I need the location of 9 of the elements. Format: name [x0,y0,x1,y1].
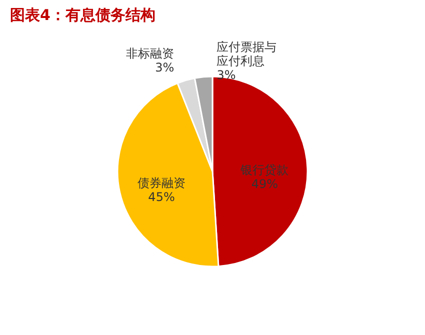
data-label: 49% [251,176,278,191]
chart-title: 图表4：有息债务结构 [10,6,156,24]
data-label: 3% [155,60,174,74]
slice-label: 应付票据与应付利息 [216,40,277,68]
slice-label: 银行贷款 [240,162,289,177]
slice-label: 债券融资 [138,176,186,190]
slice-label: 非标融资 [126,46,174,60]
data-label: 3% [216,68,236,82]
data-label: 45% [148,190,175,204]
